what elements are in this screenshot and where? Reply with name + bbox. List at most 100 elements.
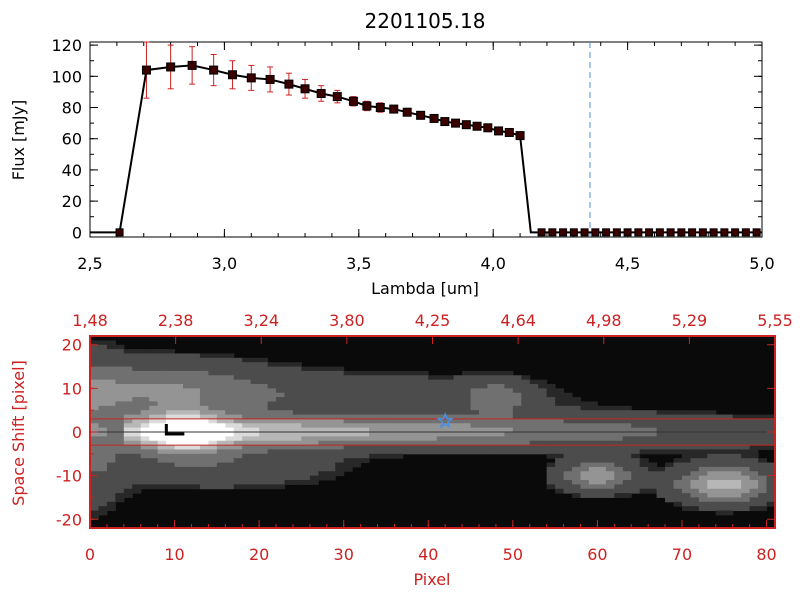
image-pixel bbox=[512, 384, 522, 389]
image-pixel bbox=[479, 375, 488, 381]
image-pixel bbox=[183, 440, 192, 446]
image-pixel bbox=[707, 462, 717, 468]
image-pixel bbox=[259, 484, 269, 490]
image-pixel bbox=[149, 375, 159, 381]
image-pixel bbox=[495, 384, 505, 389]
image-pixel bbox=[487, 370, 497, 376]
data-point bbox=[316, 88, 326, 98]
image-pixel bbox=[665, 480, 675, 485]
image-pixel bbox=[250, 427, 260, 433]
image-pixel bbox=[411, 397, 421, 402]
image-top-tick-label: 4,98 bbox=[586, 311, 622, 330]
image-pixel bbox=[648, 449, 658, 455]
image-pixel bbox=[546, 440, 556, 446]
image-pixel bbox=[343, 375, 353, 381]
image-pixel bbox=[106, 388, 116, 394]
image-pixel bbox=[208, 440, 218, 446]
image-pixel bbox=[216, 427, 226, 433]
image-pixel bbox=[233, 410, 243, 416]
image-pixel bbox=[276, 475, 286, 481]
image-pixel bbox=[191, 484, 201, 490]
image-pixel bbox=[605, 436, 615, 442]
image-pixel bbox=[309, 388, 319, 394]
image-pixel bbox=[521, 445, 531, 450]
image-pixel bbox=[335, 471, 345, 477]
image-pixel bbox=[233, 392, 243, 398]
image-pixel bbox=[267, 370, 277, 376]
data-point bbox=[389, 104, 399, 114]
image-pixel bbox=[487, 440, 497, 446]
zero-data-point bbox=[677, 228, 686, 237]
image-pixel bbox=[495, 397, 505, 402]
image-pixel bbox=[326, 418, 336, 424]
image-pixel bbox=[318, 471, 328, 477]
image-pixel bbox=[470, 401, 480, 407]
image-pixel bbox=[639, 484, 649, 490]
image-pixel bbox=[377, 397, 387, 402]
image-pixel bbox=[157, 366, 167, 372]
image-pixel bbox=[225, 484, 235, 490]
image-pixel bbox=[648, 440, 658, 446]
image-pixel bbox=[639, 436, 649, 442]
image-pixel bbox=[715, 480, 725, 485]
image-pixel bbox=[436, 449, 446, 455]
image-pixel bbox=[183, 362, 192, 368]
image-pixel bbox=[749, 453, 759, 459]
image-pixel bbox=[208, 362, 218, 368]
image-pixel bbox=[216, 471, 226, 477]
image-pixel bbox=[216, 423, 226, 429]
image-pixel bbox=[665, 436, 675, 442]
image-pixel bbox=[183, 353, 192, 359]
image-pixel bbox=[495, 401, 505, 407]
image-pixel bbox=[479, 397, 488, 402]
zero-data-point bbox=[548, 228, 557, 237]
image-pixel bbox=[470, 427, 480, 433]
image-pixel bbox=[98, 453, 108, 459]
image-pixel bbox=[250, 423, 260, 429]
image-pixel bbox=[343, 427, 353, 433]
image-pixel bbox=[411, 423, 421, 429]
image-pixel bbox=[495, 432, 505, 437]
image-pixel bbox=[622, 436, 632, 442]
image-pixel bbox=[538, 401, 548, 407]
image-pixel bbox=[98, 366, 108, 372]
image-pixel bbox=[250, 414, 260, 420]
image-pixel bbox=[242, 445, 252, 450]
image-pixel bbox=[267, 453, 277, 459]
image-pixel bbox=[199, 370, 209, 376]
image-pixel bbox=[199, 353, 209, 359]
image-pixel bbox=[149, 366, 159, 372]
image-pixel bbox=[580, 427, 590, 433]
image-pixel bbox=[132, 445, 142, 450]
image-pixel bbox=[242, 427, 252, 433]
image-pixel bbox=[90, 514, 99, 520]
image-pixel bbox=[402, 418, 412, 424]
image-pixel bbox=[250, 466, 260, 472]
image-pixel bbox=[673, 440, 683, 446]
image-pixel bbox=[394, 436, 404, 442]
image-pixel bbox=[106, 445, 116, 450]
image-pixel bbox=[250, 388, 260, 394]
image-pixel bbox=[233, 366, 243, 372]
image-pixel bbox=[622, 445, 632, 450]
image-pixel bbox=[732, 440, 742, 446]
image-pixel bbox=[529, 392, 539, 398]
image-pixel bbox=[428, 410, 438, 416]
image-pixel bbox=[343, 466, 353, 472]
image-pixel bbox=[369, 397, 379, 402]
image-pixel bbox=[242, 410, 252, 416]
image-pixel bbox=[377, 388, 387, 394]
image-pixel bbox=[428, 436, 438, 442]
image-pixel bbox=[453, 449, 463, 455]
image-pixel bbox=[462, 405, 472, 411]
image-pixel bbox=[267, 423, 277, 429]
image-pixel bbox=[233, 471, 243, 477]
image-pixel bbox=[715, 453, 725, 459]
image-pixel bbox=[292, 458, 302, 464]
image-pixel bbox=[572, 475, 581, 481]
image-pixel bbox=[656, 471, 666, 477]
image-pixel bbox=[318, 384, 328, 389]
image-pixel bbox=[546, 471, 556, 477]
image-pixel bbox=[90, 418, 99, 424]
image-pixel bbox=[132, 453, 142, 459]
